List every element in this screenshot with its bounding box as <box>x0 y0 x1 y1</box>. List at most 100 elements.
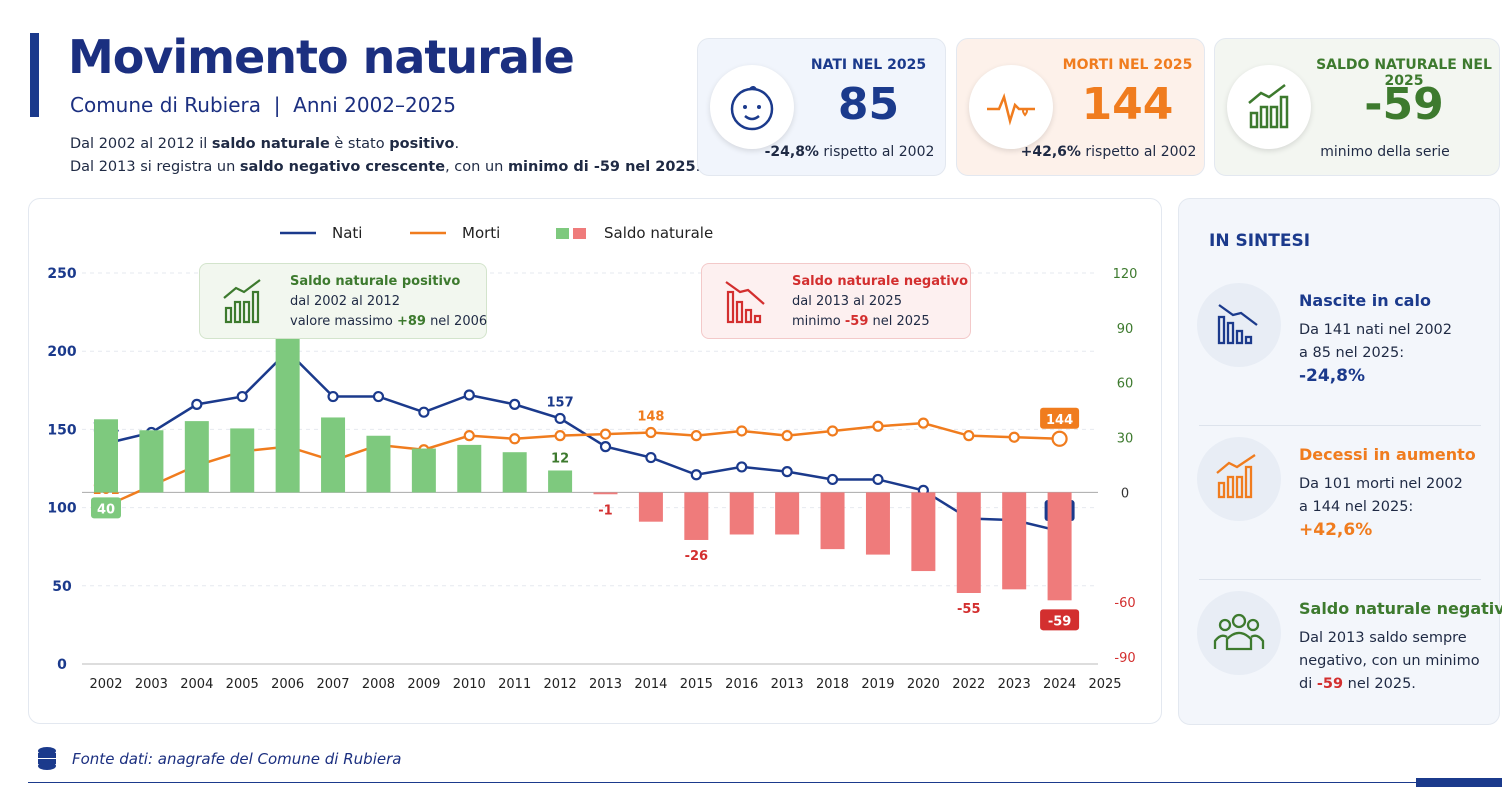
x-tick-label: 2013 <box>589 677 622 692</box>
bar <box>94 419 118 493</box>
summary: IN SINTESI Nascite in calo Da 141 nati ne… <box>1178 198 1502 725</box>
text-run: Dal 2013 saldo sempre <box>1299 630 1467 646</box>
x-tick-label: 2012 <box>544 677 577 692</box>
text-run: -24,8% <box>764 144 819 160</box>
intro-line: Dal 2002 al 2012 il saldo naturale è sta… <box>70 133 700 156</box>
intro: Dal 2002 al 2012 il saldo naturale è sta… <box>70 133 700 179</box>
bar-label-box <box>1040 609 1080 631</box>
icon <box>1217 304 1258 345</box>
x-tick-label: 2020 <box>907 677 940 692</box>
text-run: dal 2013 al 2025 <box>792 294 902 309</box>
bar <box>230 428 255 493</box>
summary-line: Da 141 nati nel 2002 <box>1299 319 1452 342</box>
kpi-value: 85 <box>837 79 900 130</box>
point <box>418 406 430 418</box>
x-tick-label: 2010 <box>453 677 486 692</box>
summary-item-text: Da 141 nati nel 2002 a 85 nel 2025: -24,8% <box>1299 319 1452 389</box>
x-tick-label: 2008 <box>362 677 395 692</box>
bar-label: -1 <box>598 503 612 518</box>
accent-bar <box>30 33 39 117</box>
point <box>599 441 612 453</box>
point <box>645 451 657 464</box>
text-run: è stato <box>329 136 390 152</box>
x-tick-label: 2003 <box>135 677 168 692</box>
point <box>599 428 612 440</box>
summary-icon <box>1197 437 1281 521</box>
chart-card: 0 50 100 150 200 250 -90 -60 0 30 60 90 120 2002 2003 2… <box>28 198 1162 724</box>
bar <box>411 448 436 493</box>
text-run: a 85 nel 2025: <box>1299 345 1405 361</box>
text-run: saldo naturale <box>211 136 330 152</box>
bar <box>593 492 618 495</box>
kpi-note: +42,6% rispetto al 2002 <box>1017 144 1200 160</box>
point <box>917 417 929 429</box>
kpi-note: -24,8% rispetto al 2002 <box>758 144 941 160</box>
x-tick-label: 2015 <box>680 677 713 692</box>
y-tick-label: 50 <box>52 579 72 595</box>
point <box>645 426 657 439</box>
y-tick-label: 0 <box>57 657 67 673</box>
annotation-line: dal 2002 al 2012 <box>290 294 400 309</box>
point <box>191 398 203 410</box>
bar <box>502 452 527 493</box>
x-tick-label: 2019 <box>861 677 894 692</box>
bar <box>865 492 890 555</box>
bar <box>275 329 300 493</box>
text-run: +42,6% <box>1299 520 1373 540</box>
point <box>963 430 975 442</box>
annotation-line: valore massimo +89 nel 2006 <box>290 314 487 329</box>
y2-tick-label: -90 <box>1114 651 1135 666</box>
bar <box>956 492 981 593</box>
text-run: nel 2025 <box>868 314 930 329</box>
bar <box>820 492 845 550</box>
summary-item-title: Saldo naturale negativo <box>1299 599 1502 618</box>
x-tick-label: 2016 <box>725 677 758 692</box>
footer-block <box>1416 778 1502 787</box>
bar-label: -26 <box>685 549 709 564</box>
summary-item-text: Da 101 morti nel 2002 a 144 nel 2025: +42,… <box>1299 473 1463 543</box>
x-tick-label: 2018 <box>816 677 849 692</box>
footer-line <box>28 782 1418 783</box>
text-run: rispetto al 2002 <box>1080 144 1197 160</box>
point <box>509 398 521 410</box>
summary-line: -24,8% <box>1299 365 1452 389</box>
y2-tick-label: 60 <box>1117 377 1134 392</box>
text-run: nel 2006 <box>425 314 488 329</box>
bar <box>548 470 573 493</box>
summary-line: negativo, con un minimo <box>1299 650 1480 673</box>
x-tick-label: 2022 <box>952 677 985 692</box>
bar <box>1002 492 1027 590</box>
legend-label: Saldo naturale <box>604 224 713 242</box>
point <box>872 420 884 432</box>
text-run: +42,6% <box>1020 144 1081 160</box>
point <box>372 390 385 403</box>
bar <box>184 421 209 493</box>
point <box>736 425 748 437</box>
point <box>327 390 339 403</box>
source: Fonte dati: anagrafe del Comune di Rubie… <box>72 750 402 768</box>
bar <box>775 492 800 535</box>
point-label: 157 <box>547 395 574 410</box>
point <box>690 469 702 481</box>
bar <box>729 492 754 535</box>
text-run: dal 2002 al 2012 <box>290 294 400 309</box>
summary-item-text: Dal 2013 saldo sempre negativo, con un mi… <box>1299 627 1480 696</box>
text-run: Da 141 nati nel 2002 <box>1299 322 1452 338</box>
icon <box>223 279 261 324</box>
text-run: -59 <box>844 314 869 329</box>
text-run: di <box>1299 676 1317 692</box>
text-run: -59 <box>1316 676 1344 692</box>
x-tick-label: 2004 <box>180 677 213 692</box>
bar-label-box <box>91 497 121 519</box>
text-run: minimo della serie <box>1320 144 1450 160</box>
point-label-box <box>1040 407 1080 429</box>
legend-swatch <box>556 228 569 239</box>
x-tick-label: 2002 <box>89 677 122 692</box>
line <box>105 349 1060 533</box>
legend-label: Morti <box>462 224 500 242</box>
kpi-label: SALDO NATURALE NEL 2025 <box>1316 57 1492 89</box>
summary-title: IN SINTESI <box>1209 231 1311 251</box>
database-icon <box>38 747 56 770</box>
x-tick-label: 2005 <box>226 677 259 692</box>
summary-line: a 144 nel 2025: <box>1299 496 1463 519</box>
